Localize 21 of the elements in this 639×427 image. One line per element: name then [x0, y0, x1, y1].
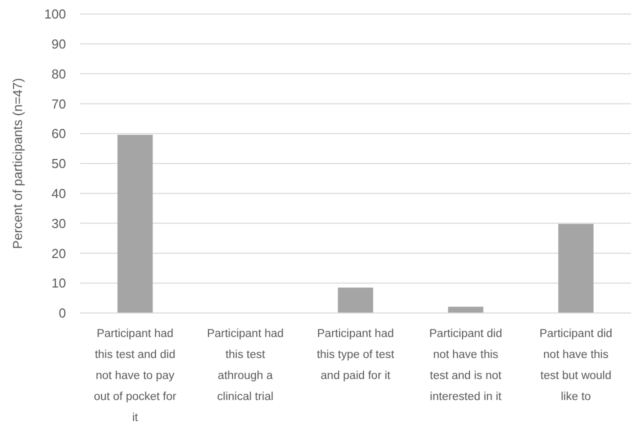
y-tick-label: 0 — [58, 306, 66, 321]
y-tick-label: 10 — [52, 276, 66, 291]
y-tick-label: 20 — [52, 246, 66, 261]
y-tick-label: 50 — [52, 156, 66, 172]
x-tick-label: Participant had this type of test and paid for it — [316, 328, 395, 382]
y-tick-label: 30 — [52, 216, 66, 231]
bar — [338, 288, 374, 313]
x-tick-label: Participant had this test athrough a clinical trial — [206, 328, 284, 403]
y-tick-label: 60 — [52, 126, 66, 142]
y-tick-label: 90 — [52, 36, 66, 52]
bar — [448, 306, 484, 313]
bar — [558, 224, 594, 313]
y-tick-label: 40 — [52, 186, 66, 201]
x-tick-label: Participant did not have this test but would like to — [539, 328, 612, 403]
y-axis-title: Percent of participants (n=47) — [10, 78, 25, 249]
y-tick-label: 100 — [44, 6, 66, 22]
bar — [117, 134, 153, 313]
y-tick-label: 80 — [52, 66, 66, 82]
x-tick-label: Participant did not have this test and is not interested in it — [429, 328, 502, 403]
x-tick-label: Participant had this test and did not have to pay out of pocket for it — [94, 328, 176, 424]
y-tick-label: 70 — [52, 96, 66, 112]
